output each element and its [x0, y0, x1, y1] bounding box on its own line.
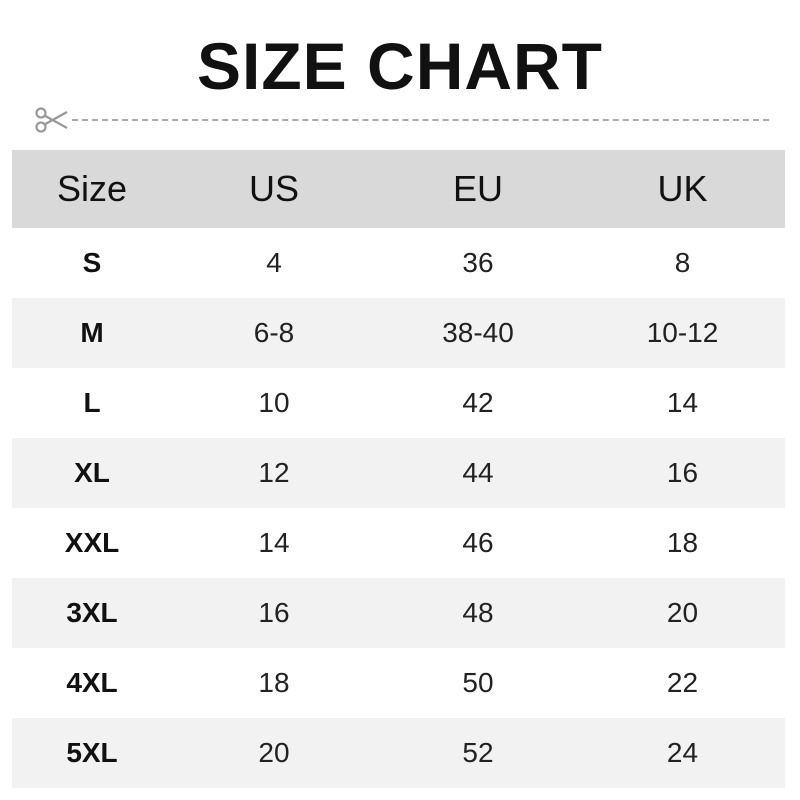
table-row: 5XL 20 52 24	[12, 718, 785, 788]
cell-eu: 48	[376, 578, 580, 648]
cell-us: 12	[172, 438, 376, 508]
cell-size: XL	[12, 438, 172, 508]
cell-us: 10	[258, 387, 290, 418]
cell-us: 18	[258, 667, 290, 698]
cell-eu: 46	[462, 527, 494, 558]
cell-uk: 22	[666, 667, 699, 698]
cell-size: XXL	[64, 527, 120, 558]
table-row: 3XL 16 48 20	[12, 578, 785, 648]
cell-uk: 24	[580, 718, 785, 788]
cell-eu: 52	[376, 718, 580, 788]
table-row: 4XL 18 50 22	[12, 648, 785, 718]
cell-us: 6-8	[172, 298, 376, 368]
cell-size: S	[82, 247, 102, 278]
cell-uk: 20	[580, 578, 785, 648]
size-table: Size US EU UK S 4 36 8 M 6-8 38-40 10-12 L 10 42 14…	[12, 150, 785, 788]
header-eu: EU	[376, 150, 580, 228]
header-us: US	[172, 150, 376, 228]
table-row: L 10 42 14	[12, 368, 785, 438]
cut-line	[34, 106, 769, 134]
table-row: XXL 14 46 18	[12, 508, 785, 578]
table-row: S 4 36 8	[12, 228, 785, 298]
cell-us: 14	[258, 527, 290, 558]
cell-us: 4	[266, 247, 282, 278]
scissors-icon	[35, 107, 68, 133]
cell-size: L	[83, 387, 101, 418]
cell-size: 3XL	[12, 578, 172, 648]
page-title: SIZE CHART	[197, 29, 603, 103]
cell-uk: 8	[674, 247, 691, 278]
dashed-line	[72, 119, 769, 121]
cell-eu: 42	[462, 387, 494, 418]
cell-size: M	[12, 298, 172, 368]
cell-uk: 10-12	[580, 298, 785, 368]
cell-eu: 38-40	[376, 298, 580, 368]
cell-uk: 16	[580, 438, 785, 508]
cell-size: 5XL	[12, 718, 172, 788]
table-row: M 6-8 38-40 10-12	[12, 298, 785, 368]
header-row: Size US EU UK	[12, 150, 785, 228]
cell-uk: 14	[666, 387, 699, 418]
table-row: XL 12 44 16	[12, 438, 785, 508]
cell-eu: 50	[462, 667, 494, 698]
header-size: Size	[12, 150, 172, 228]
cell-size: 4XL	[66, 667, 118, 698]
cell-us: 20	[172, 718, 376, 788]
cell-eu: 44	[376, 438, 580, 508]
cell-eu: 36	[462, 247, 494, 278]
cell-us: 16	[172, 578, 376, 648]
header-uk: UK	[580, 150, 785, 228]
cell-uk: 18	[666, 527, 699, 558]
